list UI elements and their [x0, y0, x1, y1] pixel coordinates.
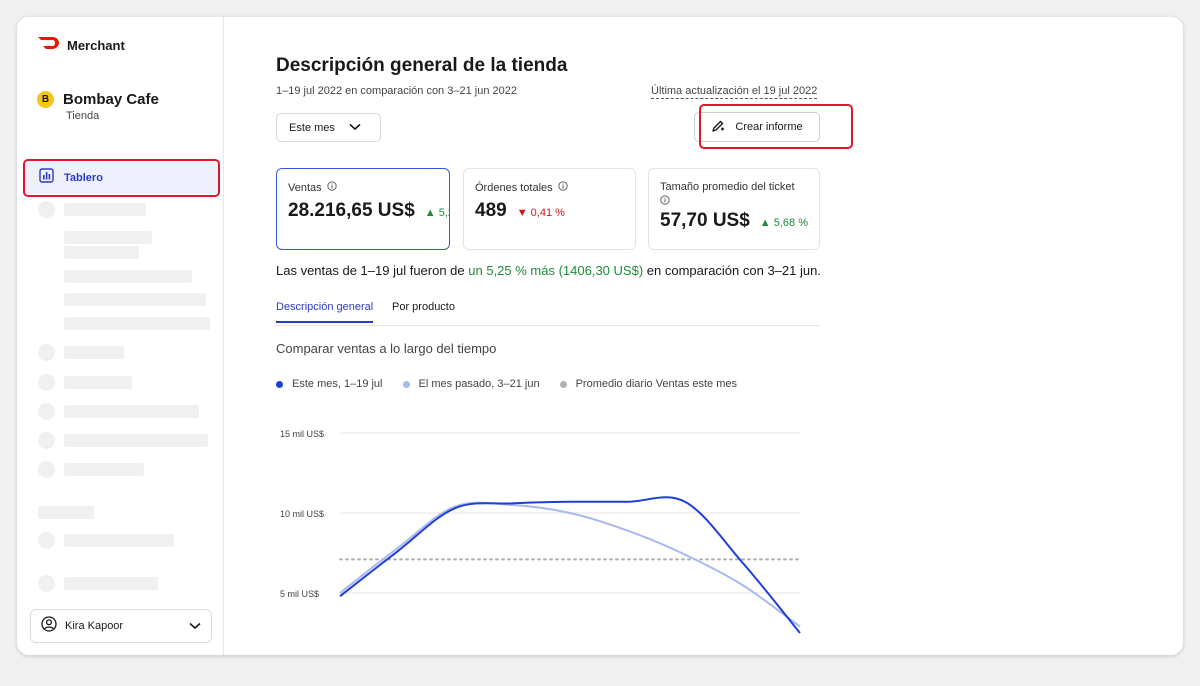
merchant-logo-icon	[37, 36, 61, 55]
create-report-button[interactable]: Crear informe	[694, 112, 820, 142]
sales-card[interactable]: Ventas 28.216,65 US$ ▲ 5,25 %	[276, 168, 450, 250]
skeleton-icon	[38, 432, 55, 449]
chart-icon	[39, 168, 54, 188]
skeleton-bar	[64, 231, 152, 244]
legend-item-previous[interactable]: El mes pasado, 3–21 jun	[402, 378, 540, 390]
chart-title: Comparar ventas a lo largo del tiempo	[276, 341, 497, 356]
tab-bar: Descripción general Por producto	[276, 297, 820, 326]
skeleton-icon	[38, 374, 55, 391]
skeleton-icon	[38, 575, 55, 592]
legend-item-average[interactable]: Promedio diario Ventas este mes	[559, 378, 738, 390]
sales-value: 28.216,65 US$	[288, 200, 415, 221]
legend-label-previous: El mes pasado, 3–21 jun	[418, 378, 540, 390]
chevron-down-icon	[349, 122, 361, 134]
y-tick-label: 10 mil US$	[280, 509, 324, 519]
skeleton-bar	[38, 506, 94, 519]
legend-label-current: Este mes, 1–19 jul	[292, 378, 383, 390]
sidebar-item-label: Tablero	[64, 172, 103, 184]
sidebar: Merchant B Bombay Cafe Tienda Table	[17, 17, 224, 655]
legend-item-current[interactable]: Este mes, 1–19 jul	[276, 378, 383, 390]
skeleton-bar	[64, 246, 139, 259]
series-line-current	[339, 496, 801, 634]
user-menu-button[interactable]: Kira Kapoor	[30, 609, 212, 643]
orders-value: 489	[475, 200, 507, 221]
skeleton-bar	[64, 376, 132, 389]
sales-delta: ▲ 5,25 %	[424, 207, 449, 219]
tab-by-product[interactable]: Por producto	[392, 301, 455, 313]
orders-card-label: Órdenes totales	[475, 181, 553, 194]
page-title: Descripción general de la tienda	[276, 55, 568, 76]
period-dropdown[interactable]: Este mes	[276, 113, 381, 142]
edit-pen-icon	[711, 119, 725, 136]
store-avatar: B	[37, 91, 54, 108]
store-type: Tienda	[66, 110, 100, 122]
highlight-box	[699, 104, 853, 149]
brand-name: Merchant	[67, 38, 125, 53]
orders-delta: ▼ 0,41 %	[516, 207, 565, 219]
skeleton-bar	[64, 346, 124, 359]
skeleton-icon	[38, 532, 55, 549]
highlight-box	[23, 159, 220, 197]
sales-summary: Las ventas de 1–19 jul fueron de un 5,25…	[276, 263, 821, 278]
legend-dot-average	[559, 380, 567, 388]
brand[interactable]: Merchant	[37, 36, 125, 55]
last-updated-link[interactable]: Última actualización el 19 jul 2022	[651, 85, 818, 99]
legend-label-average: Promedio diario Ventas este mes	[575, 378, 738, 390]
ticket-card-label: Tamaño promedio del ticket	[660, 181, 795, 193]
ticket-delta: ▲ 5,68 %	[759, 217, 808, 229]
sales-line-chart: 15 mil US$ 10 mil US$ 5 mil US$	[280, 429, 801, 634]
app-window: Merchant B Bombay Cafe Tienda Table	[17, 17, 1183, 655]
y-tick-label: 15 mil US$	[280, 429, 324, 439]
skeleton-bar	[64, 405, 199, 418]
create-report-label: Crear informe	[735, 121, 803, 133]
store-switcher[interactable]: B Bombay Cafe Tienda	[37, 91, 159, 122]
chevron-down-icon	[189, 617, 201, 635]
main-content: Descripción general de la tienda 1–19 ju…	[224, 17, 1183, 655]
skeleton-icon	[38, 461, 55, 478]
skeleton-bar	[64, 317, 210, 330]
date-range-subtitle: 1–19 jul 2022 en comparación con 3–21 ju…	[276, 85, 517, 97]
info-icon[interactable]	[558, 181, 568, 194]
ticket-value: 57,70 US$	[660, 210, 750, 231]
summary-suffix: en comparación con 3–21 jun.	[643, 263, 821, 278]
info-icon[interactable]	[326, 181, 337, 194]
orders-card[interactable]: Órdenes totales 489 ▼ 0,41 %	[463, 168, 636, 250]
info-icon[interactable]	[660, 195, 808, 208]
tab-overview[interactable]: Descripción general	[276, 301, 374, 323]
skeleton-icon	[38, 403, 55, 420]
legend-dot-previous	[402, 380, 410, 388]
skeleton-bar	[64, 577, 158, 590]
skeleton-bar	[64, 293, 206, 306]
series-line-previous	[339, 501, 801, 628]
summary-prefix: Las ventas de 1–19 jul fueron de	[276, 263, 469, 278]
summary-highlight: un 5,25 % más (1406,30 US$)	[468, 263, 644, 278]
skeleton-bar	[64, 270, 192, 283]
store-name: Bombay Cafe	[63, 91, 159, 108]
skeleton-bar	[64, 534, 174, 547]
skeleton-icon	[38, 344, 55, 361]
ticket-card[interactable]: Tamaño promedio del ticket 57,70 US$ ▲ 5…	[648, 168, 820, 250]
period-label: Este mes	[289, 121, 335, 134]
sidebar-item-dashboard[interactable]: Tablero	[23, 159, 220, 197]
skeleton-bar	[64, 203, 146, 216]
chart-legend: Este mes, 1–19 jul El mes pasado, 3–21 j…	[276, 378, 737, 390]
skeleton-bar	[64, 434, 208, 447]
skeleton-bar	[64, 463, 144, 476]
legend-dot-current	[276, 380, 283, 388]
sales-card-label: Ventas	[288, 181, 322, 194]
user-icon	[41, 615, 57, 637]
user-name: Kira Kapoor	[65, 620, 124, 632]
y-tick-label: 5 mil US$	[280, 589, 319, 599]
skeleton-icon	[38, 201, 55, 218]
